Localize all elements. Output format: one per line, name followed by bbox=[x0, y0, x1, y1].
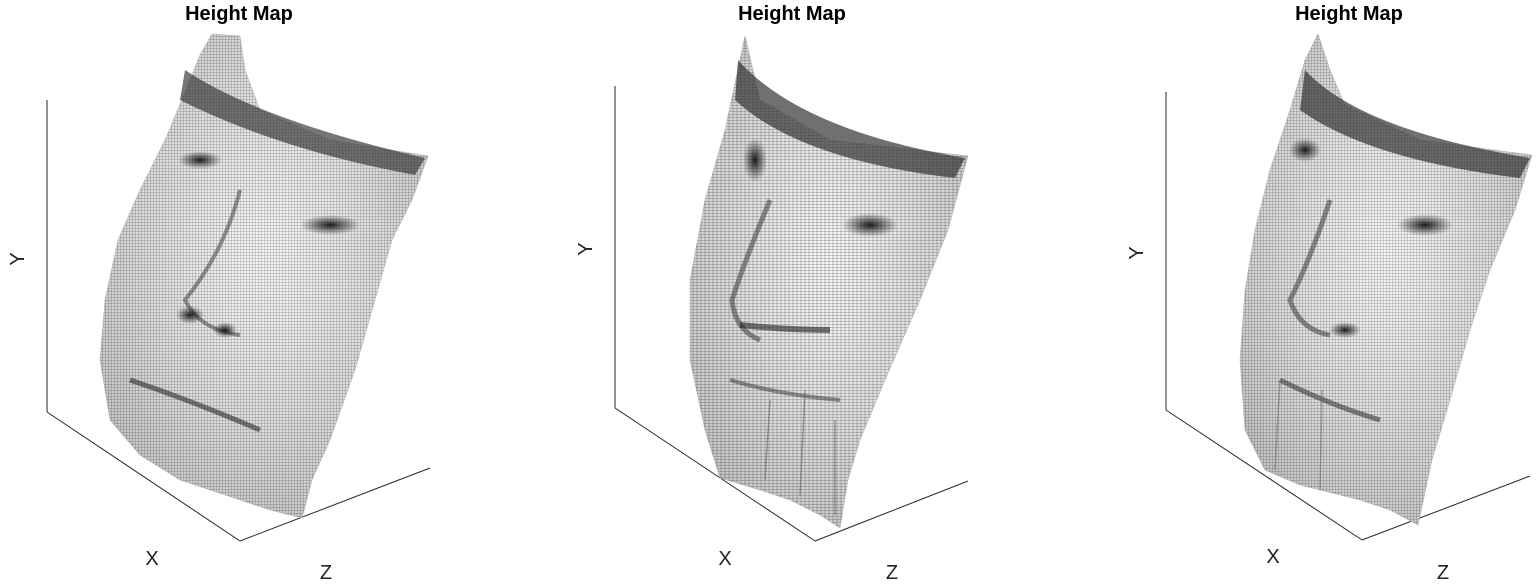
panel-1-surface bbox=[99, 33, 429, 519]
height-map-panel-2: Height Map Y X Z bbox=[575, 3, 969, 584]
panel-2-surface bbox=[689, 35, 969, 529]
panel-1-z-label: Z bbox=[320, 562, 332, 584]
height-map-panel-1: Height Map Y X Z bbox=[7, 3, 431, 584]
panel-3-y-label: Y bbox=[1126, 246, 1148, 259]
panel-3-surface bbox=[1239, 33, 1533, 526]
height-map-panel-3: Height Map Y X Z bbox=[1126, 3, 1533, 584]
panel-2-z-label: Z bbox=[886, 562, 898, 584]
panel-1-x-label: X bbox=[145, 548, 158, 570]
panel-1-title: Height Map bbox=[185, 3, 293, 25]
panel-3-x-label: X bbox=[1266, 546, 1279, 568]
panel-2-title: Height Map bbox=[738, 3, 846, 25]
panel-2-x-label: X bbox=[718, 548, 731, 570]
panel-1-y-label: Y bbox=[7, 252, 29, 265]
panel-2-x-axis bbox=[614, 407, 816, 542]
panel-3-x-axis bbox=[1165, 409, 1363, 541]
panel-2-y-label: Y bbox=[575, 242, 597, 255]
panel-3-z-axis bbox=[1361, 475, 1531, 541]
panel-1-z-axis bbox=[239, 467, 431, 542]
panel-2-z-axis bbox=[814, 480, 969, 542]
panel-3-z-label: Z bbox=[1437, 562, 1449, 584]
panel-1-x-axis bbox=[46, 411, 241, 542]
panel-3-title: Height Map bbox=[1295, 3, 1403, 25]
